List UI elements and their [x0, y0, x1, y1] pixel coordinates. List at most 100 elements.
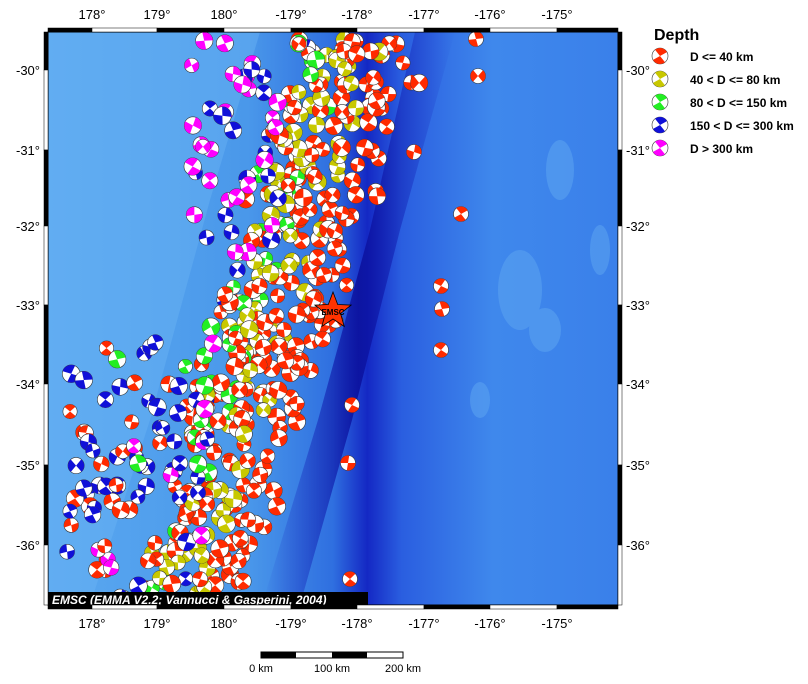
depth-legend: Depth D <= 40 km 40 < D <= 80 km 80 < D … — [651, 27, 794, 157]
event-marker — [233, 410, 251, 428]
event-marker — [326, 240, 343, 257]
event-marker — [185, 206, 203, 224]
frame-segment — [617, 464, 623, 546]
legend-symbols — [651, 47, 669, 157]
event-marker — [169, 376, 188, 396]
event-marker — [239, 307, 256, 324]
lon-top-0: 178° — [79, 7, 106, 22]
event-marker — [291, 36, 307, 52]
event-marker — [239, 320, 259, 339]
event-marker — [129, 576, 148, 596]
event-marker — [267, 119, 284, 136]
event-marker — [314, 330, 331, 348]
event-marker — [243, 61, 261, 78]
frame-segment — [617, 225, 623, 306]
event-marker — [344, 397, 360, 413]
event-marker — [270, 337, 288, 355]
event-marker — [75, 479, 93, 497]
event-marker — [280, 257, 298, 275]
event-marker — [192, 526, 211, 545]
lon-bottom-3: -179° — [275, 616, 306, 631]
event-marker — [183, 157, 202, 176]
event-marker — [162, 467, 179, 484]
event-marker — [470, 68, 486, 84]
event-marker — [199, 496, 216, 512]
frame-segment — [489, 27, 558, 33]
event-marker — [224, 489, 243, 509]
legend-item-1: 40 < D <= 80 km — [690, 73, 780, 87]
event-marker — [235, 425, 253, 443]
event-marker — [63, 517, 79, 533]
event-marker — [282, 227, 298, 244]
event-marker — [267, 497, 286, 516]
lon-bottom-7: -175° — [541, 616, 572, 631]
event-marker — [304, 147, 320, 163]
frame-segment — [617, 149, 623, 227]
scale-bar: 0 km 100 km 200 km — [249, 651, 421, 675]
event-marker — [62, 404, 78, 419]
event-marker — [340, 455, 356, 471]
event-marker — [264, 481, 283, 500]
event-marker — [216, 34, 234, 53]
event-marker — [231, 381, 248, 399]
event-marker — [216, 286, 234, 303]
event-marker — [339, 277, 355, 293]
event-marker — [238, 242, 257, 262]
event-marker — [276, 322, 292, 338]
event-marker — [233, 75, 252, 94]
event-marker — [270, 429, 288, 447]
event-marker — [315, 267, 332, 284]
event-marker — [260, 168, 276, 184]
event-marker — [97, 538, 113, 554]
lat-right-1: -31° — [626, 143, 650, 158]
event-marker — [433, 278, 449, 294]
event-marker — [201, 172, 219, 190]
event-marker — [334, 257, 351, 274]
frame-segment — [617, 304, 623, 385]
frame-ticks — [43, 27, 623, 610]
event-marker — [324, 187, 341, 203]
event-marker — [177, 532, 196, 552]
legend-symbol-2 — [651, 93, 669, 111]
event-marker — [239, 176, 258, 194]
frame-segment — [47, 27, 93, 33]
legend-item-3: 150 < D <= 300 km — [690, 119, 794, 133]
event-marker — [229, 262, 246, 279]
legend-item-0: D <= 40 km — [690, 50, 753, 64]
frame-segment — [556, 27, 619, 33]
event-marker — [199, 431, 215, 447]
event-marker — [324, 116, 344, 136]
legend-symbol-3 — [651, 116, 669, 134]
event-marker — [195, 376, 214, 395]
event-marker — [193, 547, 210, 564]
frame-segment — [423, 604, 491, 610]
event-marker — [217, 207, 234, 224]
event-marker — [147, 334, 164, 351]
event-marker — [348, 45, 366, 63]
event-marker — [453, 206, 469, 222]
lon-bottom-4: -178° — [341, 616, 372, 631]
event-marker — [270, 288, 285, 304]
event-marker — [355, 138, 374, 157]
event-marker — [342, 571, 358, 587]
event-marker — [108, 350, 127, 369]
frame-segment — [43, 225, 49, 306]
event-marker — [268, 93, 287, 112]
event-marker — [315, 141, 331, 157]
event-marker — [334, 104, 350, 120]
lat-right-6: -36° — [626, 538, 650, 553]
event-marker — [224, 121, 242, 140]
event-marker — [201, 317, 221, 337]
frame-segment — [43, 304, 49, 385]
lon-top-7: -175° — [541, 7, 572, 22]
legend-item-4: D > 300 km — [690, 142, 753, 156]
event-marker — [378, 118, 395, 135]
event-marker — [184, 57, 200, 73]
event-marker — [242, 362, 258, 378]
event-marker — [406, 144, 422, 160]
frame-segment — [43, 383, 49, 466]
lon-labels-top: 178° 179° 180° -179° -178° -177° -176° -… — [79, 7, 573, 22]
lat-right-4: -34° — [626, 377, 650, 392]
lat-right-0: -30° — [626, 63, 650, 78]
